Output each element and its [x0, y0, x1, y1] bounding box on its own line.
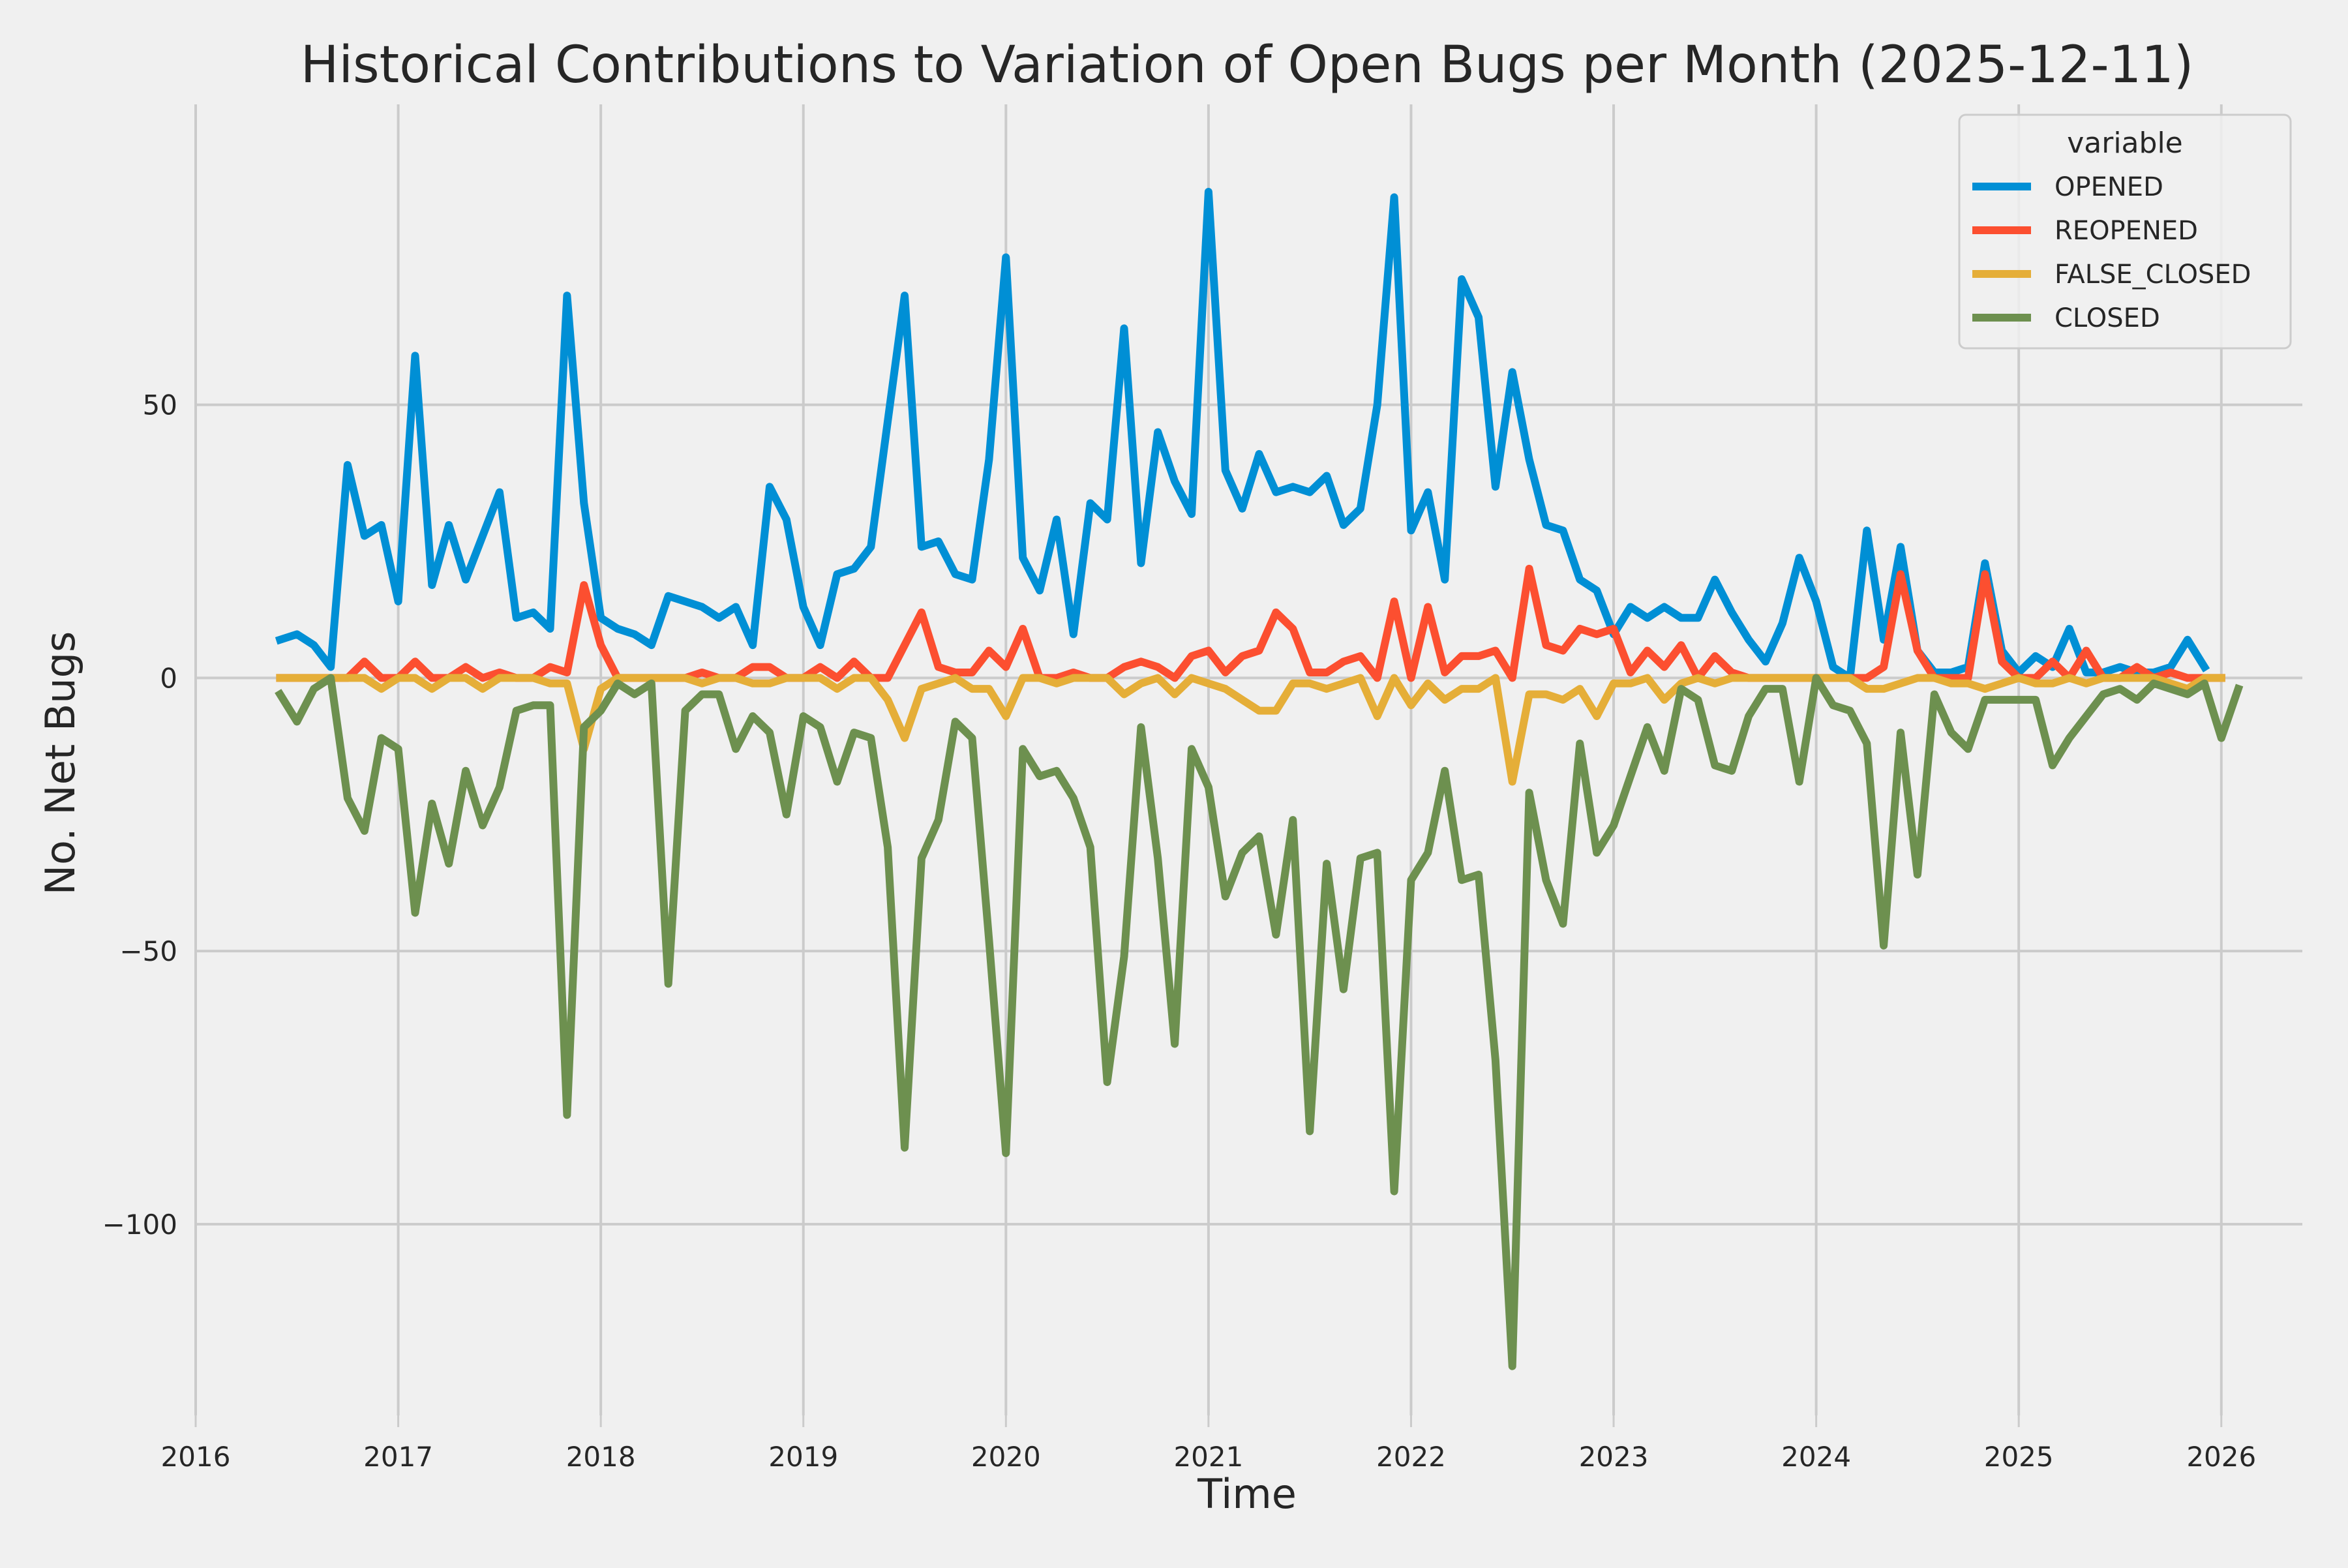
x-gridlines [194, 104, 2223, 1427]
x-tick-label: 2021 [1173, 1441, 1243, 1473]
x-tick-label: 2016 [161, 1441, 231, 1473]
legend-label-reopened: REOPENED [2054, 216, 2198, 246]
x-tick-label: 2019 [768, 1441, 838, 1473]
legend: variable OPENED REOPENED FALSE_CLOSED CLOSE… [1958, 113, 2292, 350]
x-tick-label: 2024 [1781, 1441, 1851, 1473]
legend-title: variable [2067, 127, 2183, 160]
x-tick-label: 2017 [363, 1441, 433, 1473]
legend-label-false-closed: FALSE_CLOSED [2054, 260, 2251, 290]
x-tick-label: 2022 [1376, 1441, 1446, 1473]
y-tick-label: −100 [102, 1209, 177, 1241]
chart-title: Historical Contributions to Variation of… [301, 36, 2194, 95]
x-tick-labels: 2016 2017 2018 2019 2020 2021 2022 2023 2024 2025… [161, 1441, 2257, 1473]
y-tick-labels: −100 −50 0 50 [102, 389, 177, 1241]
y-axis-label: No. Net Bugs [37, 631, 84, 896]
x-tick-label: 2025 [1984, 1441, 2054, 1473]
legend-box [1958, 113, 2292, 350]
x-tick-label: 2018 [566, 1441, 636, 1473]
y-tick-label: 0 [160, 662, 177, 694]
x-axis-label: Time [1197, 1470, 1297, 1518]
y-tick-label: −50 [119, 935, 177, 967]
legend-label-opened: OPENED [2054, 172, 2163, 202]
series-layer [275, 188, 2244, 1370]
x-tick-label: 2020 [971, 1441, 1041, 1473]
y-tick-label: 50 [143, 389, 177, 421]
x-tick-label: 2023 [1579, 1441, 1649, 1473]
legend-entries: OPENED REOPENED FALSE_CLOSED CLOSED [1972, 172, 2251, 333]
x-tick-label: 2026 [2186, 1441, 2256, 1473]
series-line-opened [275, 188, 2210, 682]
series-line-closed [275, 674, 2244, 1370]
series-line-reopened [276, 564, 2225, 682]
series-line-false-closed [276, 674, 2225, 786]
legend-label-closed: CLOSED [2054, 303, 2160, 333]
